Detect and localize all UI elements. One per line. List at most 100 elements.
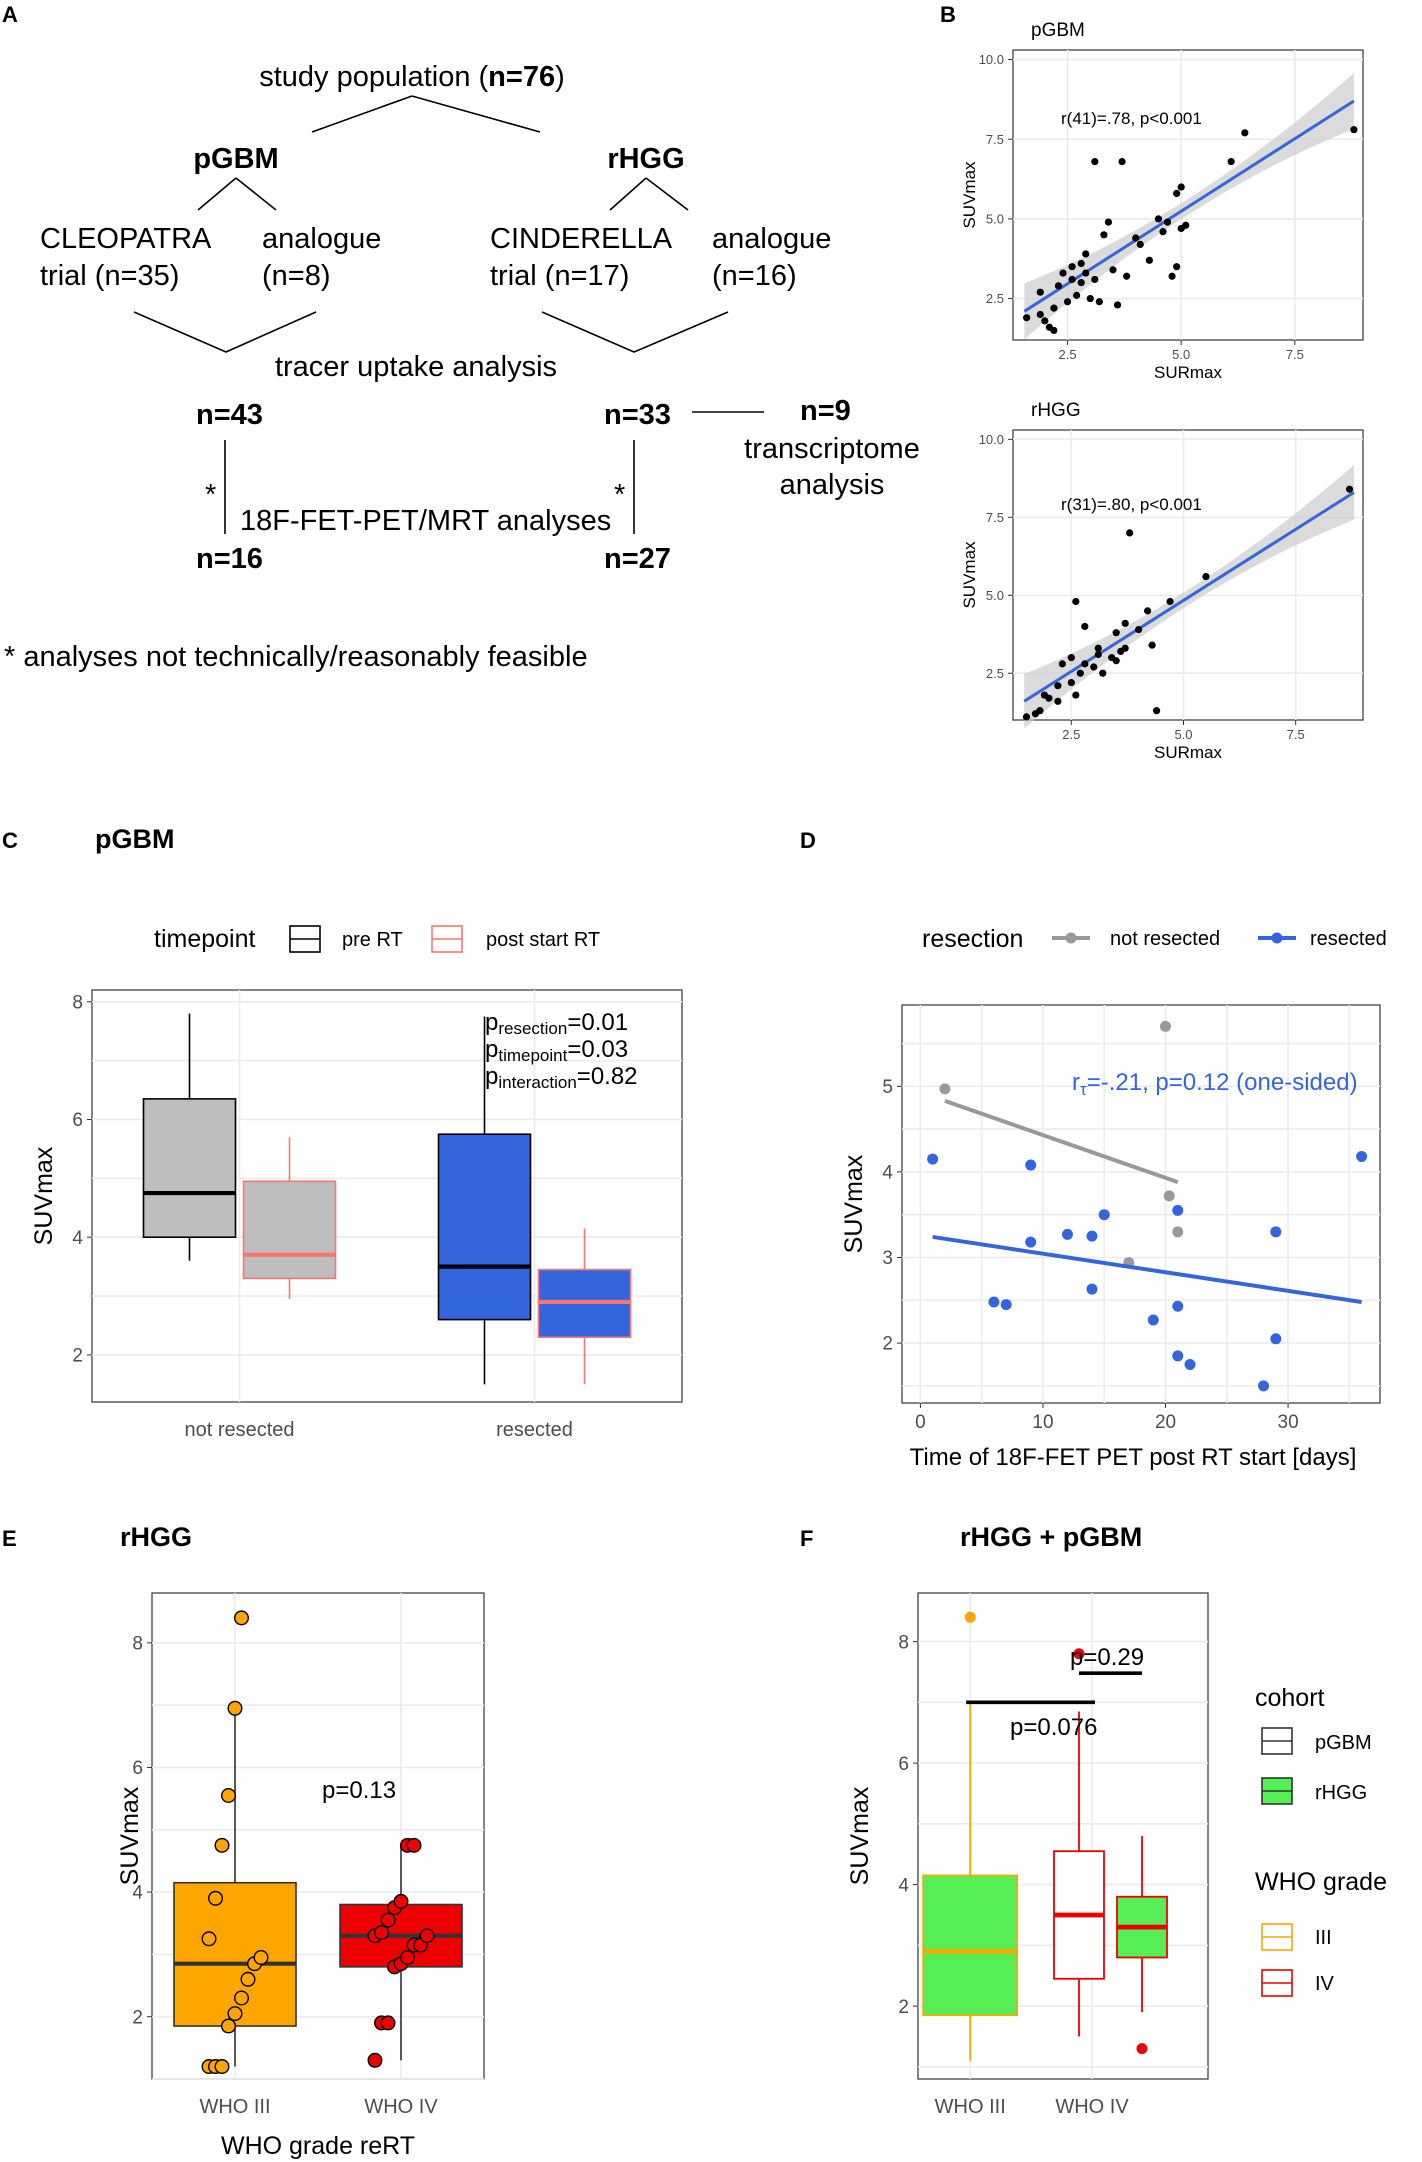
n9-label: n=9 (800, 395, 851, 427)
data-point (1072, 691, 1080, 699)
rhgg-analogue-line1: analogue (712, 223, 831, 255)
pgbm-analogue-line2: (n=8) (262, 260, 331, 292)
chart-c-boxplot: pGBM timepoint pre RT post start RT presecti… (30, 824, 683, 1441)
legend-label-pgbm: pGBM (1315, 1732, 1372, 1754)
data-point (1081, 660, 1089, 668)
rhgg-branch-right (645, 177, 689, 211)
data-point (1094, 650, 1102, 659)
data-point (1126, 529, 1134, 537)
data-point (1145, 256, 1153, 264)
data-point (367, 2052, 383, 2068)
data-point (1172, 1226, 1184, 1238)
data-point (1173, 263, 1181, 271)
data-point (1023, 314, 1031, 322)
x-category-label: resected (496, 1419, 573, 1441)
y-tick-label: 6 (72, 1110, 83, 1131)
correlation-annotation: rτ=-.21, p=0.12 (one-sided) (1072, 1069, 1358, 1099)
data-point (1086, 1283, 1098, 1295)
data-point (1077, 279, 1085, 287)
y-tick-label: 4 (132, 1883, 143, 1904)
data-point (1050, 326, 1058, 335)
p-value-annotation: p=0.29 (1070, 1644, 1144, 1671)
data-point (1090, 663, 1098, 671)
data-point (240, 1971, 256, 1987)
data-point (1094, 644, 1102, 652)
pet-mrt-label: 18F-FET-PET/MRT analyses (240, 505, 611, 537)
data-point (1068, 275, 1076, 284)
data-point (1144, 607, 1152, 615)
chart-title: pGBM (1031, 20, 1085, 41)
data-point (1054, 697, 1062, 705)
merge-line-rhgg (541, 311, 729, 353)
tracer-uptake-label: tracer uptake analysis (275, 351, 557, 383)
y-tick-label: 6 (132, 1758, 143, 1779)
data-point (1073, 291, 1081, 299)
x-axis-label: WHO grade reRT (221, 2132, 415, 2160)
data-point (419, 1928, 435, 1944)
n33-label: n=33 (604, 399, 671, 431)
cinderella-line1: CINDERELLA (490, 223, 673, 255)
x-category-label: WHO III (935, 2096, 1006, 2118)
y-tick-label: 4 (72, 1228, 83, 1249)
data-point (1036, 288, 1044, 296)
data-point (393, 1893, 409, 1909)
data-point (1050, 304, 1058, 312)
chart-title: rHGG + pGBM (960, 1522, 1142, 1552)
rhgg-asterisk: * (614, 479, 625, 511)
data-point (1076, 669, 1084, 677)
data-point (939, 1083, 951, 1095)
data-point (233, 1610, 249, 1626)
footnote: * analyses not technically/reasonably fe… (4, 641, 588, 673)
chart-d-scatter: resection not resected resected rτ=-.21, p=… (840, 925, 1387, 1471)
legend-label-grade-iv: IV (1315, 1973, 1335, 1995)
data-point (1166, 597, 1174, 606)
y-tick-label: 6 (898, 1754, 909, 1775)
data-point (1184, 1358, 1196, 1370)
chart-f-boxplot: rHGG + pGBM p=0.076 p=0.29 2 4 6 8 WHO III WHO I… (846, 1522, 1387, 2118)
y-tick-label: 5.0 (986, 588, 1004, 603)
y-tick-label: 5.0 (986, 211, 1004, 226)
data-point (1058, 660, 1066, 668)
outlier-point (1073, 1648, 1085, 1660)
data-point (1113, 301, 1122, 309)
data-point (220, 2018, 236, 2034)
data-point (1270, 1226, 1282, 1238)
pgbm-asterisk: * (205, 479, 216, 511)
chart-title: pGBM (95, 824, 174, 854)
y-tick-label: 10.0 (979, 432, 1004, 447)
y-axis-label: SUVmax (840, 1154, 868, 1253)
data-point (1061, 1228, 1073, 1240)
data-point (1045, 694, 1053, 702)
data-point (1091, 275, 1099, 284)
data-point (1172, 1300, 1184, 1312)
legend-label-post-rt: post start RT (486, 929, 600, 951)
data-point (1112, 657, 1120, 665)
cleopatra-line2: trial (n=35) (40, 260, 179, 292)
data-point (233, 1990, 249, 2006)
data-point (1159, 228, 1167, 236)
data-point (1118, 157, 1126, 166)
x-category-label: WHO IV (364, 2096, 438, 2118)
y-tick-label: 2 (898, 1997, 909, 2018)
data-point (1104, 218, 1113, 226)
data-point (1168, 272, 1176, 280)
box (173, 1881, 297, 2027)
data-point (1160, 1020, 1172, 1032)
data-point (1036, 310, 1044, 319)
y-axis-label: SUVmax (116, 1786, 144, 1885)
n43-label: n=43 (196, 399, 263, 431)
trend-line (932, 1234, 1362, 1304)
x-tick-label: 2.5 (1059, 347, 1077, 362)
data-point (1072, 597, 1080, 606)
data-point (1121, 619, 1129, 627)
data-point (1123, 272, 1131, 280)
box (437, 1133, 532, 1321)
data-point (1345, 485, 1354, 493)
panel-c: C (2, 828, 18, 853)
data-point (214, 2059, 230, 2075)
x-axis-label: Time of 18F-FET PET post RT start [days] (910, 1444, 1357, 1471)
x-tick-label: 5.0 (1174, 727, 1192, 742)
correlation-annotation: r(41)=.78, p<0.001 (1061, 109, 1202, 128)
regression-line (1023, 491, 1355, 703)
y-tick-label: 2.5 (986, 666, 1004, 681)
